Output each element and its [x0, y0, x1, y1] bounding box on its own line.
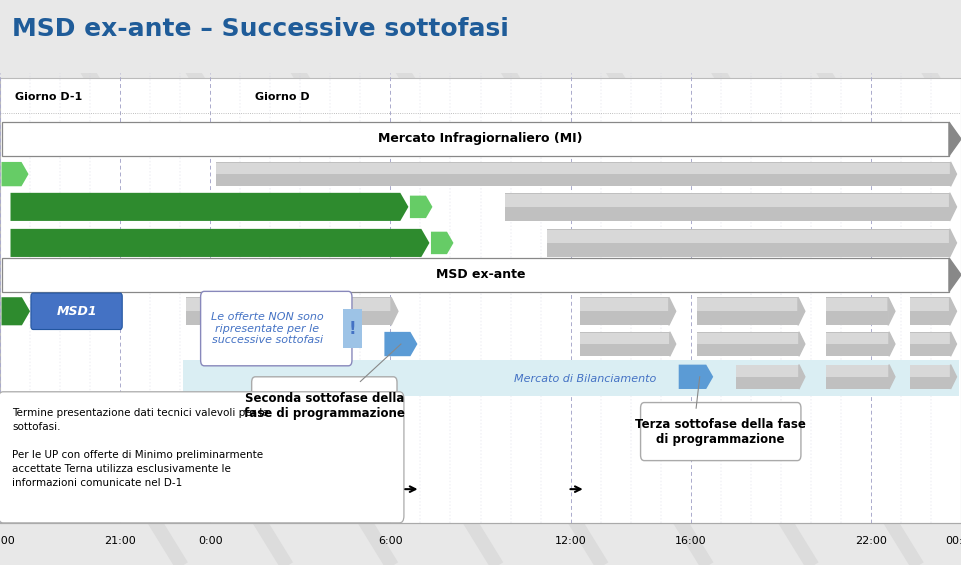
Polygon shape: [391, 297, 398, 325]
Polygon shape: [384, 332, 417, 356]
Text: MSD ex-ante – Successive sottofasi: MSD ex-ante – Successive sottofasi: [12, 17, 508, 41]
Bar: [825, 364, 889, 389]
Bar: [825, 332, 889, 356]
Polygon shape: [950, 364, 956, 389]
Polygon shape: [949, 297, 956, 325]
Polygon shape: [2, 162, 29, 186]
Polygon shape: [670, 332, 676, 356]
Bar: [547, 230, 949, 243]
Text: Giorno D-1: Giorno D-1: [15, 92, 83, 102]
Bar: [579, 332, 670, 356]
Polygon shape: [949, 122, 961, 156]
Text: Terza sottofase della fase
di programmazione: Terza sottofase della fase di programmaz…: [635, 418, 806, 446]
Polygon shape: [678, 364, 713, 389]
Bar: [216, 163, 950, 174]
Bar: [579, 333, 670, 344]
Text: 12:00: 12:00: [554, 536, 586, 546]
Bar: [910, 366, 950, 377]
Polygon shape: [889, 332, 895, 356]
Text: 21:00: 21:00: [104, 536, 136, 546]
Bar: [825, 333, 889, 344]
Bar: [697, 298, 798, 311]
Polygon shape: [431, 232, 454, 254]
Text: !: !: [348, 320, 356, 338]
FancyBboxPatch shape: [252, 377, 397, 435]
Polygon shape: [949, 258, 961, 292]
Text: 16:00: 16:00: [675, 536, 706, 546]
Bar: [2, 258, 949, 292]
FancyBboxPatch shape: [201, 292, 352, 366]
Bar: [2, 122, 949, 156]
Bar: [697, 297, 798, 325]
Bar: [697, 332, 799, 356]
Bar: [825, 298, 888, 311]
Text: 0:00: 0:00: [198, 536, 223, 546]
Bar: [186, 297, 391, 325]
Text: 00:00: 00:00: [946, 536, 961, 546]
Bar: [216, 162, 950, 186]
Text: Mercato Infragiornaliero (MI): Mercato Infragiornaliero (MI): [379, 132, 582, 146]
Polygon shape: [410, 195, 432, 218]
Bar: [697, 333, 799, 344]
Text: Seconda sottofase della
fase di programmazione: Seconda sottofase della fase di programm…: [244, 392, 405, 420]
FancyBboxPatch shape: [31, 293, 122, 329]
FancyBboxPatch shape: [641, 402, 801, 460]
Bar: [736, 364, 799, 389]
Bar: [825, 366, 889, 377]
Polygon shape: [799, 364, 805, 389]
Text: Giorno D: Giorno D: [256, 92, 309, 102]
Polygon shape: [669, 297, 676, 325]
Text: Mercato di Bilanciamento: Mercato di Bilanciamento: [514, 373, 656, 384]
Text: MSD ex-ante: MSD ex-ante: [435, 268, 526, 281]
Bar: [184, 360, 959, 396]
Polygon shape: [11, 229, 430, 257]
Polygon shape: [949, 193, 956, 221]
Bar: [910, 297, 949, 325]
Text: 17:00: 17:00: [0, 536, 16, 546]
Polygon shape: [798, 297, 805, 325]
Bar: [579, 297, 669, 325]
Bar: [505, 194, 949, 207]
Bar: [910, 333, 950, 344]
Text: Termine presentazione dati tecnici valevoli per le
sottofasi.

Per le UP con off: Termine presentazione dati tecnici valev…: [12, 408, 269, 488]
Bar: [186, 298, 391, 311]
Polygon shape: [799, 332, 805, 356]
Polygon shape: [889, 364, 895, 389]
Polygon shape: [11, 193, 408, 221]
FancyBboxPatch shape: [0, 392, 404, 523]
Bar: [825, 297, 888, 325]
Polygon shape: [950, 332, 956, 356]
Polygon shape: [950, 162, 956, 186]
Text: 6:00: 6:00: [378, 536, 403, 546]
Bar: [910, 298, 949, 311]
Bar: [910, 332, 950, 356]
Polygon shape: [949, 229, 956, 257]
Bar: [736, 366, 799, 377]
FancyBboxPatch shape: [343, 309, 361, 348]
Bar: [505, 193, 949, 221]
Polygon shape: [2, 297, 30, 325]
Bar: [910, 364, 950, 389]
Polygon shape: [888, 297, 895, 325]
Text: 22:00: 22:00: [855, 536, 887, 546]
Text: MSD1: MSD1: [57, 305, 97, 318]
Text: Le offerte NON sono
ripresentate per le
successive sottofasi: Le offerte NON sono ripresentate per le …: [211, 312, 324, 345]
Bar: [579, 298, 669, 311]
Bar: [547, 229, 949, 257]
